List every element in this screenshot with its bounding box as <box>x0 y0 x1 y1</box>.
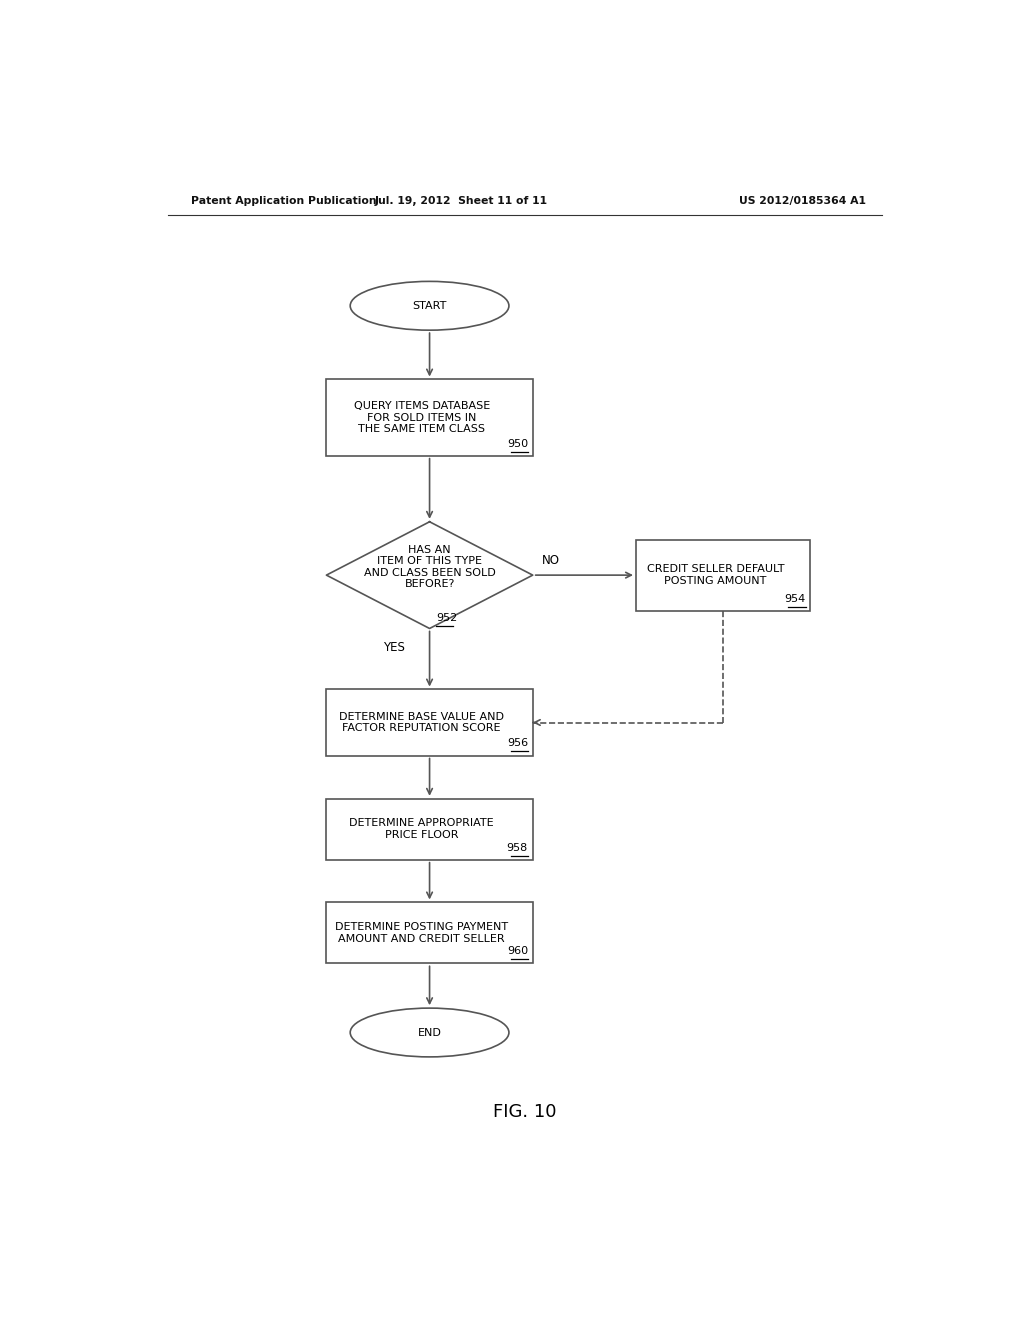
Text: DETERMINE POSTING PAYMENT
AMOUNT AND CREDIT SELLER: DETERMINE POSTING PAYMENT AMOUNT AND CRE… <box>335 923 508 944</box>
Text: YES: YES <box>383 640 404 653</box>
Text: CREDIT SELLER DEFAULT
POSTING AMOUNT: CREDIT SELLER DEFAULT POSTING AMOUNT <box>646 565 784 586</box>
Text: 960: 960 <box>507 946 528 956</box>
Text: 952: 952 <box>436 614 457 623</box>
Text: DETERMINE BASE VALUE AND
FACTOR REPUTATION SCORE: DETERMINE BASE VALUE AND FACTOR REPUTATI… <box>339 711 504 734</box>
Text: FIG. 10: FIG. 10 <box>493 1102 557 1121</box>
Text: HAS AN
ITEM OF THIS TYPE
AND CLASS BEEN SOLD
BEFORE?: HAS AN ITEM OF THIS TYPE AND CLASS BEEN … <box>364 545 496 590</box>
Text: 950: 950 <box>507 438 528 449</box>
Bar <box>327 379 532 455</box>
Bar <box>327 903 532 964</box>
Text: START: START <box>413 301 446 310</box>
Text: 954: 954 <box>784 594 806 603</box>
Text: END: END <box>418 1027 441 1038</box>
Text: 956: 956 <box>507 738 528 748</box>
Text: 958: 958 <box>507 842 528 853</box>
Text: Patent Application Publication: Patent Application Publication <box>191 197 377 206</box>
Text: NO: NO <box>543 554 560 568</box>
Bar <box>636 540 811 611</box>
Text: DETERMINE APPROPRIATE
PRICE FLOOR: DETERMINE APPROPRIATE PRICE FLOOR <box>349 818 494 840</box>
Text: US 2012/0185364 A1: US 2012/0185364 A1 <box>739 197 866 206</box>
Text: Jul. 19, 2012  Sheet 11 of 11: Jul. 19, 2012 Sheet 11 of 11 <box>375 197 548 206</box>
Bar <box>327 689 532 755</box>
Bar <box>327 799 532 859</box>
Text: QUERY ITEMS DATABASE
FOR SOLD ITEMS IN
THE SAME ITEM CLASS: QUERY ITEMS DATABASE FOR SOLD ITEMS IN T… <box>353 401 489 434</box>
